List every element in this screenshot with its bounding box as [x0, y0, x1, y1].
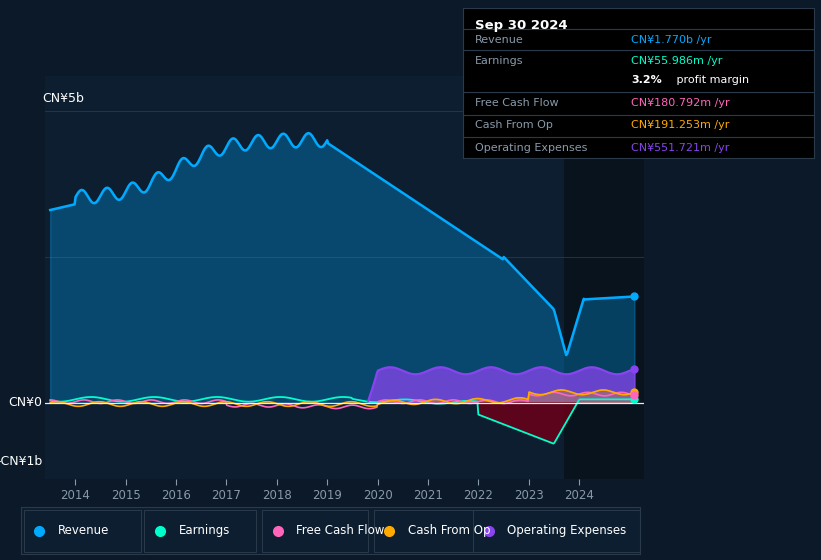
Text: Sep 30 2024: Sep 30 2024 [475, 19, 568, 32]
Text: CN¥0: CN¥0 [8, 396, 42, 409]
Text: CN¥55.986m /yr: CN¥55.986m /yr [631, 56, 722, 66]
Text: CN¥1.770b /yr: CN¥1.770b /yr [631, 35, 712, 45]
Text: CN¥191.253m /yr: CN¥191.253m /yr [631, 120, 730, 130]
Text: Revenue: Revenue [57, 524, 109, 537]
Text: 3.2%: 3.2% [631, 76, 662, 86]
Bar [564, 76, 695, 479]
Text: profit margin: profit margin [673, 76, 750, 86]
Text: Free Cash Flow: Free Cash Flow [475, 98, 559, 108]
Text: Earnings: Earnings [475, 56, 524, 66]
Text: -CN¥1b: -CN¥1b [0, 455, 42, 468]
Text: Operating Expenses: Operating Expenses [475, 143, 588, 153]
Text: Free Cash Flow: Free Cash Flow [296, 524, 385, 537]
Text: Earnings: Earnings [179, 524, 230, 537]
Text: Operating Expenses: Operating Expenses [507, 524, 626, 537]
Text: CN¥5b: CN¥5b [42, 92, 84, 105]
Text: Revenue: Revenue [475, 35, 524, 45]
Text: CN¥551.721m /yr: CN¥551.721m /yr [631, 143, 730, 153]
Text: Cash From Op: Cash From Op [475, 120, 553, 130]
Text: Cash From Op: Cash From Op [408, 524, 490, 537]
Text: CN¥180.792m /yr: CN¥180.792m /yr [631, 98, 730, 108]
